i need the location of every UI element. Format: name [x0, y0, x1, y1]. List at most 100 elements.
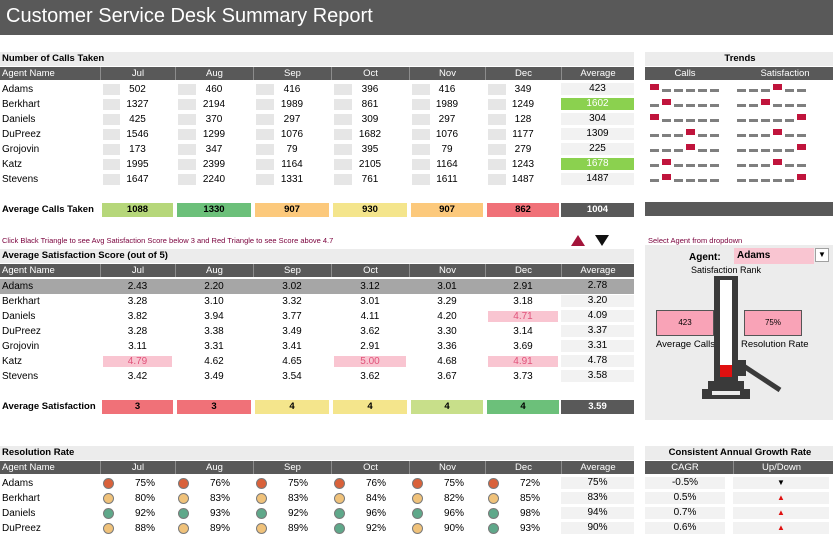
calls-cell: 1487 [488, 174, 558, 185]
calls-value: 1647 [126, 174, 149, 185]
satisfaction-total-cell: 4 [333, 400, 407, 414]
resolution-value: 89% [209, 523, 230, 534]
satisfaction-spark-bar [737, 89, 746, 92]
satisfaction-spark-bar [761, 164, 770, 167]
calls-cell: 1327 [103, 99, 172, 110]
satisfaction-spark-bar [761, 99, 770, 105]
calls-databar [103, 114, 120, 125]
calls-cell: 502 [103, 84, 172, 95]
calls-average: 423 [561, 83, 634, 95]
resolution-row: Adams 75% 76% 75% 76% 75% 72% 75% [0, 476, 634, 491]
calls-cell: 79 [412, 144, 482, 155]
satisfaction-total-row: Average Satisfaction 3 3 4 4 4 4 3.59 [0, 399, 634, 414]
satisfaction-spark-bar [749, 104, 758, 107]
satisfaction-value: 2.20 [204, 281, 224, 292]
calls-value: 128 [514, 114, 532, 125]
satisfaction-value: 3.29 [437, 296, 457, 307]
satisfaction-spark-bar [773, 179, 782, 182]
down-arrow-icon: ▼ [733, 477, 829, 489]
status-dot-icon [103, 508, 114, 519]
calls-databar [334, 144, 352, 155]
status-dot-icon [103, 478, 114, 489]
calls-databar [412, 144, 430, 155]
resolution-value: 96% [365, 508, 386, 519]
calls-value: 173 [129, 144, 146, 155]
growth-row: 0.5% ▲ [645, 491, 833, 506]
resolution-value: 76% [209, 478, 230, 489]
calls-row: Katz 1995 2399 1164 2105 1164 1243 1678 [0, 157, 634, 172]
calls-value: 279 [514, 144, 532, 155]
resolution-rate-label: Resolution Rate [741, 339, 809, 350]
agent-name: DuPreez [2, 523, 41, 534]
cagr-value: 0.5% [645, 492, 725, 504]
calls-value: 861 [361, 99, 379, 110]
trends-satisfaction-header: Satisfaction [760, 68, 810, 79]
calls-cell: 2105 [334, 159, 406, 170]
calls-databar [256, 84, 274, 95]
avg-calls-box: 423 [656, 310, 714, 336]
calls-databar [178, 174, 196, 185]
calls-spark-bar [674, 134, 683, 137]
satisfaction-value: 3.69 [513, 341, 533, 352]
calls-cell: 297 [412, 114, 482, 125]
select-agent-prompt: Select Agent from dropdown [648, 236, 743, 245]
status-dot-icon [334, 493, 345, 504]
calls-spark-bar [710, 179, 719, 182]
trends-calls-header: Calls [674, 68, 696, 79]
satisfaction-value: 3.36 [437, 341, 457, 352]
calls-spark-bar [662, 149, 671, 152]
calls-cell: 425 [103, 114, 172, 125]
calls-cell: 416 [412, 84, 482, 95]
calls-cell: 1989 [256, 99, 328, 110]
calls-value: 349 [514, 84, 532, 95]
satisfaction-value: 3.10 [204, 296, 224, 307]
calls-cell: 395 [334, 144, 406, 155]
agent-name: Daniels [2, 508, 36, 519]
calls-cell: 1249 [488, 99, 558, 110]
header-agent-name: Agent Name [2, 265, 55, 276]
satisfaction-spark-bar [797, 144, 806, 150]
satisfaction-average: 2.78 [561, 280, 634, 292]
status-dot-icon [256, 478, 267, 489]
status-dot-icon [412, 478, 423, 489]
satisfaction-spark-bar [737, 149, 746, 152]
satisfaction-rank-label: Satisfaction Rank [691, 265, 762, 275]
calls-cell: 1164 [256, 159, 328, 170]
resolution-section-title: Resolution Rate [0, 446, 634, 460]
dropdown-arrow-icon[interactable]: ▼ [815, 248, 829, 262]
resolution-value: 92% [287, 508, 308, 519]
calls-cell: 1647 [103, 174, 172, 185]
calls-value: 297 [438, 114, 456, 125]
calls-cell: 370 [178, 114, 250, 125]
red-triangle-button[interactable] [571, 235, 585, 246]
calls-databar [488, 159, 506, 170]
status-dot-icon [256, 523, 267, 534]
calls-spark-bar [650, 164, 659, 167]
calls-cell: 349 [488, 84, 558, 95]
calls-value: 370 [205, 114, 223, 125]
calls-value: 1076 [280, 129, 304, 140]
calls-row: Adams 502 460 416 396 416 349 423 [0, 82, 634, 97]
satisfaction-value: 3.12 [360, 281, 380, 292]
calls-databar [412, 129, 430, 140]
resolution-value: 83% [209, 493, 230, 504]
calls-spark-bar [662, 99, 671, 105]
calls-average: 304 [561, 113, 634, 125]
agent-dropdown[interactable]: Adams [734, 248, 814, 264]
calls-spark-bar [662, 174, 671, 180]
calls-spark-bar [710, 89, 719, 92]
calls-spark-bar [710, 104, 719, 107]
satisfaction-value: 3.18 [513, 296, 533, 307]
calls-spark-bar [650, 149, 659, 152]
header-average: Average [561, 67, 634, 80]
calls-row: Berkhart 1327 2194 1989 861 1989 1249 1602 [0, 97, 634, 112]
calls-value: 1299 [202, 129, 226, 140]
satisfaction-spark-bar [749, 134, 758, 137]
satisfaction-value: 3.62 [360, 326, 380, 337]
satisfaction-spark-bar [785, 134, 794, 137]
satisfaction-row: Berkhart 3.28 3.10 3.32 3.01 3.29 3.18 3.20 [0, 294, 634, 309]
satisfaction-value: 4.79 [103, 356, 172, 367]
black-triangle-button[interactable] [595, 235, 609, 246]
satisfaction-value: 3.49 [204, 371, 224, 382]
satisfaction-value: 4.20 [437, 311, 457, 322]
